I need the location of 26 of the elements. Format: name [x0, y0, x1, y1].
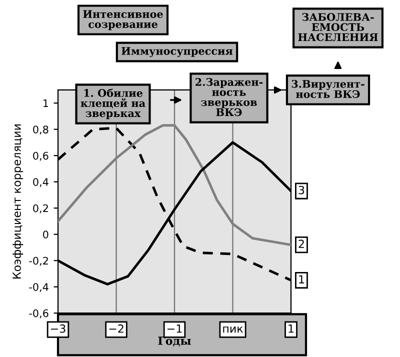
y-tick-label: -0,2 — [29, 256, 48, 266]
text: ЗАБОЛЕВА- ЕМОСТЬ НАСЕЛЕНИЯ — [298, 13, 378, 42]
y-tick-label: 0,8 — [33, 126, 48, 135]
series-label: 2 — [298, 240, 304, 248]
y-tick-label: 0,6 — [33, 152, 48, 161]
y-tick-label: -0,4 — [29, 283, 48, 292]
annotation: 2.Заражен- ность зверьков ВКЭ — [196, 78, 263, 116]
series-label: 1 — [299, 275, 304, 284]
x-tick-label: 1 — [288, 324, 294, 333]
y-tick-label: 1 — [43, 99, 48, 108]
text: Иммуносупрессия — [122, 47, 233, 58]
x-tick-label: −2 — [109, 324, 124, 333]
series-label: 3 — [298, 186, 304, 194]
y-tick-label: -0,6 — [29, 309, 48, 318]
annotation: 1. Обилие клещей на зверьках — [80, 88, 146, 120]
text: Интенсивное созревание — [83, 10, 163, 30]
x-tick-label: −1 — [167, 324, 182, 333]
x-tick-label: пик — [223, 326, 243, 333]
y-tick-label: 0,4 — [33, 178, 48, 188]
text: 3.Вирулент- ность ВКЭ — [292, 80, 364, 98]
y-axis-title: Коэффициент корреляции — [12, 124, 24, 279]
y-tick-label: 0 — [43, 230, 48, 238]
x-axis-title: Годы — [158, 336, 191, 346]
y-tick-label: 0,2 — [33, 204, 48, 214]
line-series — [58, 124, 291, 246]
x-tick-label: −3 — [50, 324, 66, 333]
